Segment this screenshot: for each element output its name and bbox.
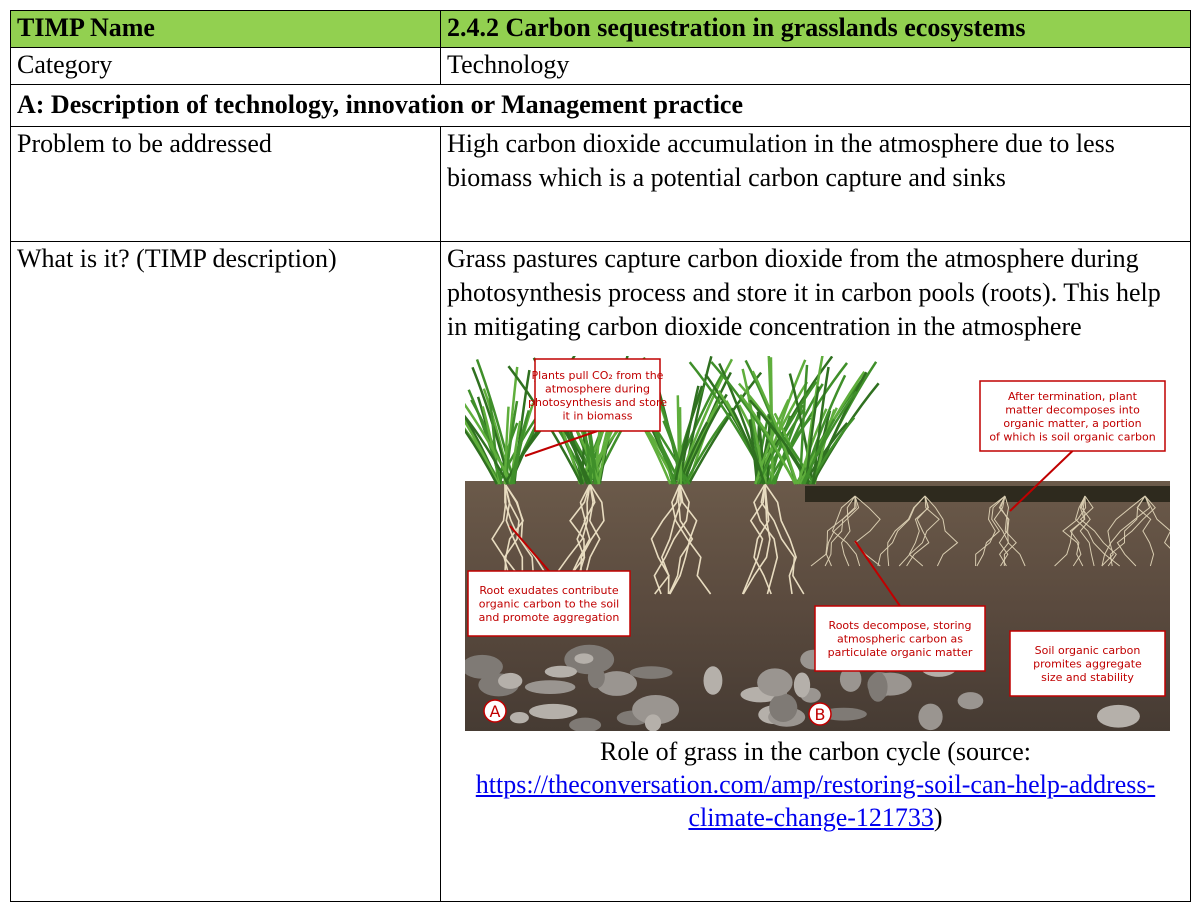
rock: [794, 672, 810, 697]
timp-table: TIMP Name2.4.2 Carbon sequestration in g…: [10, 10, 1191, 902]
callout-text: atmospheric carbon as: [837, 633, 963, 646]
rock: [545, 666, 577, 678]
callout-text: it in biomass: [562, 409, 632, 422]
callout-text: Plants pull CO₂ from the: [532, 369, 664, 382]
callout-text: promites aggregate: [1033, 658, 1142, 671]
section-heading: A: Description of technology, innovation…: [11, 85, 1191, 127]
rock: [1097, 705, 1140, 728]
callout-text: Roots decompose, storing: [829, 619, 972, 632]
callout-text: After termination, plant: [1008, 390, 1138, 403]
rock: [510, 712, 529, 723]
source-link[interactable]: https://theconversation.com/amp/restorin…: [476, 770, 1155, 832]
cell: What is it? (TIMP description): [11, 242, 441, 902]
cell: 2.4.2 Carbon sequestration in grasslands…: [441, 11, 1191, 48]
caption-end: ): [934, 803, 943, 832]
rock: [757, 668, 792, 696]
callout-text: photosynthesis and store: [528, 396, 667, 409]
rock: [918, 704, 942, 731]
cell: Technology: [441, 48, 1191, 85]
cell: Grass pastures capture carbon dioxide fr…: [441, 242, 1191, 902]
rock: [525, 680, 575, 694]
rock: [868, 672, 887, 702]
rock: [769, 693, 797, 722]
callout-text: organic matter, a portion: [1003, 417, 1141, 430]
cell: High carbon dioxide accumulation in the …: [441, 127, 1191, 242]
rock: [645, 714, 661, 731]
rock: [958, 692, 984, 709]
rock: [588, 666, 605, 688]
panel-label: A: [490, 702, 501, 721]
row: What is it? (TIMP description) Grass pas…: [11, 242, 1191, 902]
callout-text: organic carbon to the soil: [479, 598, 620, 611]
cell: Category: [11, 48, 441, 85]
rock: [529, 704, 577, 719]
rock: [704, 666, 723, 695]
grass-blade: [680, 407, 681, 484]
page: TIMP Name2.4.2 Carbon sequestration in g…: [0, 0, 1201, 895]
callout-text: Root exudates contribute: [479, 584, 618, 597]
rock: [630, 666, 673, 679]
rock: [498, 673, 522, 689]
callout-text: size and stability: [1041, 671, 1134, 684]
caption: Role of grass in the carbon cycle (sourc…: [600, 737, 1031, 766]
callout-text: of which is soil organic carbon: [989, 430, 1155, 443]
cell: Problem to be addressed: [11, 127, 441, 242]
cell: TIMP Name: [11, 11, 441, 48]
callout-text: particulate organic matter: [828, 646, 973, 659]
callout-text: atmosphere during: [545, 382, 650, 395]
description: Grass pastures capture carbon dioxide fr…: [447, 242, 1184, 344]
callout-text: and promote aggregation: [479, 611, 620, 624]
callout-text: Soil organic carbon: [1035, 644, 1141, 657]
panel-label: B: [815, 705, 826, 724]
rock: [574, 653, 593, 663]
row: A: Description of technology, innovation…: [11, 85, 1191, 127]
callout-text: matter decomposes into: [1005, 403, 1140, 416]
